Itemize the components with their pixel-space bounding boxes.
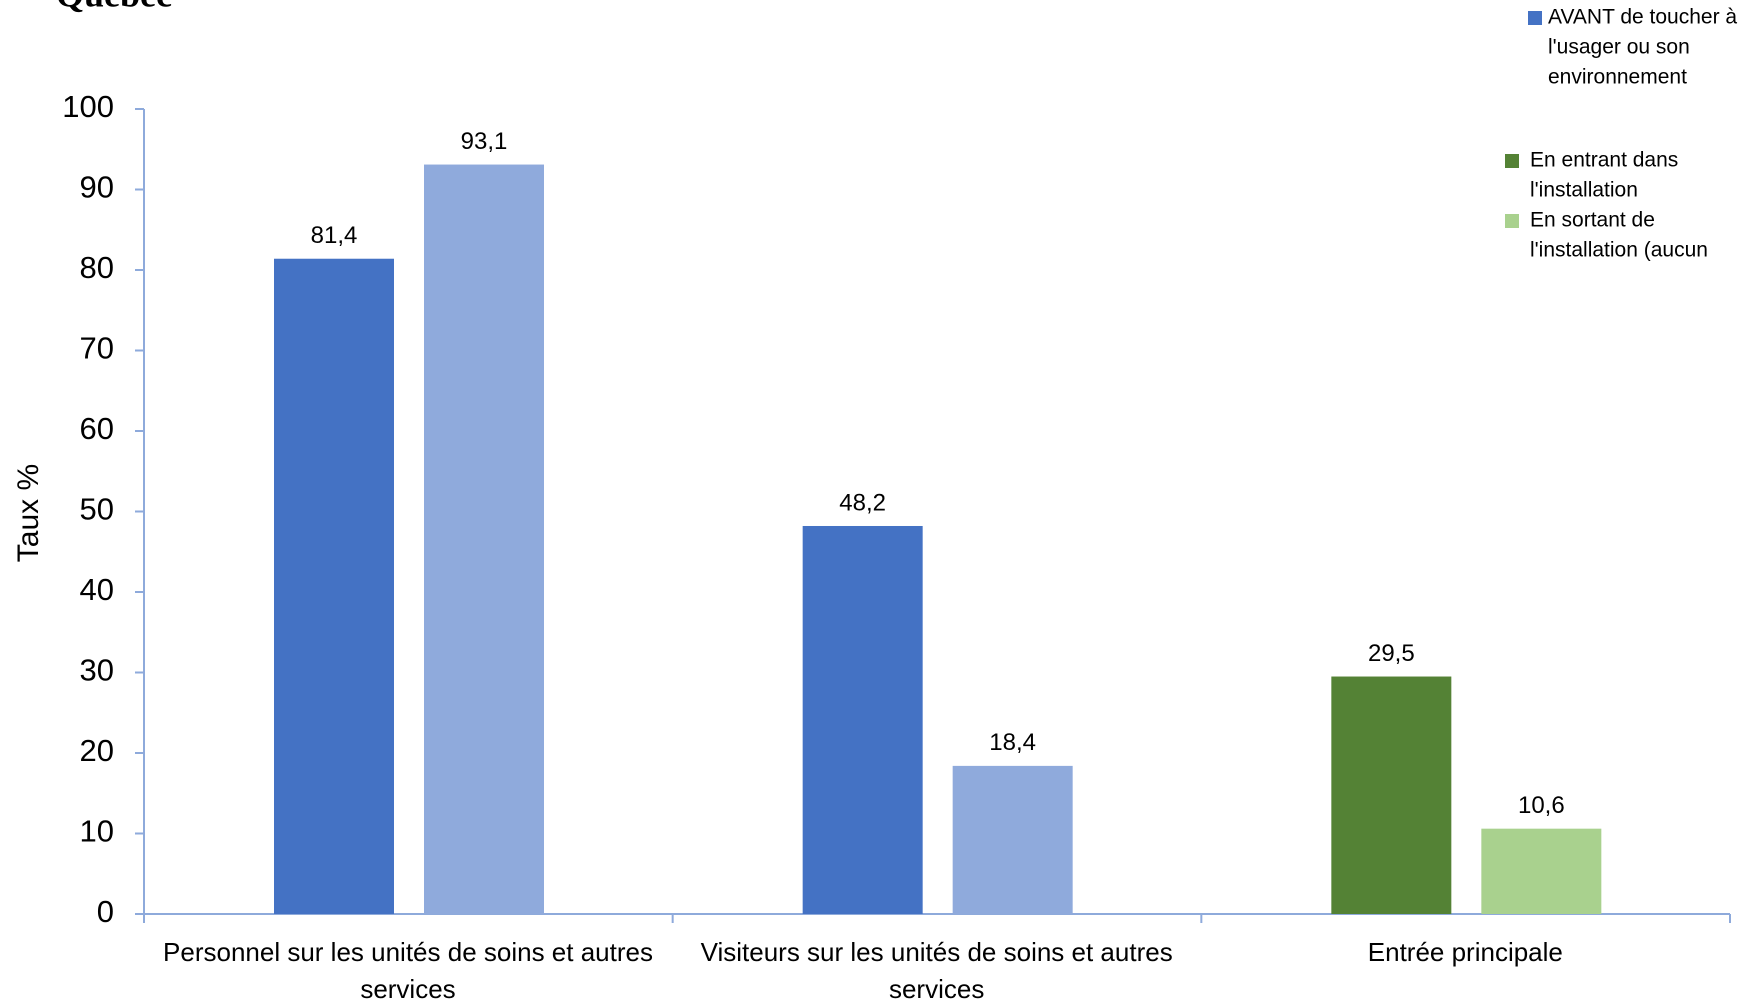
x-tick-label: Entrée principale	[1367, 937, 1563, 967]
legend-label: l'installation (aucun	[1530, 239, 1708, 262]
bar	[1331, 676, 1452, 914]
bar	[952, 765, 1073, 914]
legend-swatch	[1505, 214, 1519, 228]
logo: Québec	[56, 0, 172, 14]
value-label: 29,5	[1368, 640, 1415, 667]
x-tick-label: Personnel sur les unités de soins et aut…	[163, 937, 653, 1002]
y-tick-label: 60	[80, 411, 114, 446]
y-tick-label: 100	[62, 89, 114, 124]
value-label: 93,1	[461, 128, 508, 155]
value-label: 10,6	[1518, 792, 1565, 819]
y-tick-label: 50	[80, 492, 114, 527]
y-axis-label: Taux %	[12, 464, 45, 562]
y-tick-label: 90	[80, 170, 114, 205]
y-tick-label: 40	[80, 572, 114, 607]
legend-label: AVANT de toucher à	[1548, 6, 1737, 29]
legend-label: l'installation	[1530, 179, 1638, 202]
y-tick-label: 20	[80, 733, 114, 768]
value-label: 48,2	[839, 489, 886, 516]
y-tick-label: 80	[80, 250, 114, 285]
y-tick-label: 30	[80, 653, 114, 688]
legend-label: environnement	[1548, 66, 1687, 89]
legend-label: l'usager ou son	[1548, 36, 1690, 59]
value-label: 18,4	[989, 729, 1036, 756]
legend-swatch	[1528, 11, 1542, 25]
y-tick-label: 70	[80, 331, 114, 366]
y-tick-label: 0	[97, 894, 114, 929]
bar	[802, 525, 923, 914]
legend-label: En sortant de	[1530, 209, 1655, 232]
legend-swatch	[1505, 154, 1519, 168]
x-tick-label: Visiteurs sur les unités de soins et aut…	[700, 937, 1173, 1002]
bar	[274, 258, 394, 915]
bar	[1481, 828, 1602, 914]
y-tick-label: 10	[80, 814, 114, 849]
legend-label: En entrant dans	[1530, 149, 1678, 172]
value-label: 81,4	[311, 222, 358, 249]
bar	[424, 164, 544, 915]
